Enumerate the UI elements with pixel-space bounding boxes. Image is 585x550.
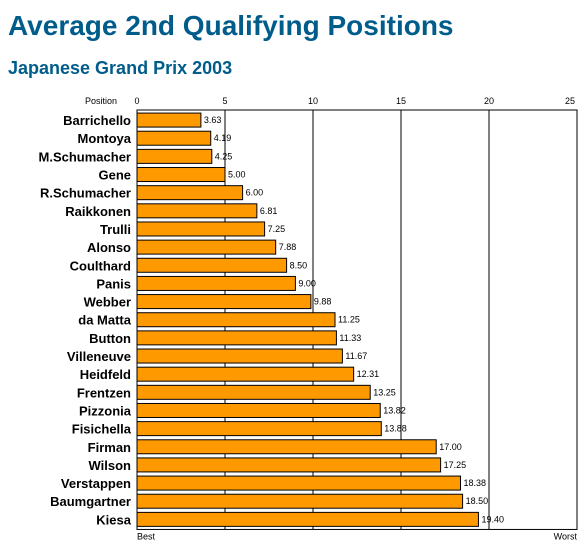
bar-value-label: 11.67 xyxy=(345,351,367,361)
bar xyxy=(136,421,382,437)
bar-value-label: 13.88 xyxy=(384,424,407,434)
axis-label: Position xyxy=(85,96,117,106)
category-label: M.Schumacher xyxy=(39,149,131,164)
bar xyxy=(136,493,464,509)
category-label: Coulthard xyxy=(70,258,131,273)
bar xyxy=(136,112,202,128)
category-label: da Matta xyxy=(78,313,132,328)
bar-value-label: 12.31 xyxy=(357,369,380,379)
bar xyxy=(136,439,437,455)
bar xyxy=(136,148,213,164)
bar xyxy=(136,167,226,183)
bar-value-label: 17.00 xyxy=(439,442,462,452)
category-label: Frentzen xyxy=(77,385,131,400)
bar-value-label: 6.81 xyxy=(260,206,278,216)
bar xyxy=(136,275,296,291)
max-label: Worst xyxy=(554,531,578,541)
bar xyxy=(136,239,277,255)
chart-subtitle: Japanese Grand Prix 2003 xyxy=(8,58,233,78)
bar-value-label: 19.40 xyxy=(481,514,504,524)
bar xyxy=(136,257,288,273)
bar xyxy=(136,312,336,328)
category-label: Alonso xyxy=(87,240,131,255)
bar-value-label: 11.25 xyxy=(338,315,360,325)
bar xyxy=(136,475,461,491)
bar xyxy=(136,221,266,237)
bar xyxy=(136,384,371,400)
category-label: Fisichella xyxy=(72,422,132,437)
bar-value-label: 4.25 xyxy=(215,151,233,161)
x-tick-label: 20 xyxy=(484,96,494,106)
category-label: Wilson xyxy=(89,458,132,473)
bars-group: 3.63 4.19 4.25 5.006.00 6.81 7.25 7.88 8.50 9.00… xyxy=(136,112,504,527)
chart-title: Average 2nd Qualifying Positions xyxy=(8,10,454,41)
category-label: Trulli xyxy=(100,222,131,237)
category-label: Raikkonen xyxy=(65,204,131,219)
bar xyxy=(136,366,355,382)
bar-value-label: 6.00 xyxy=(246,188,264,198)
bar xyxy=(136,185,244,201)
x-tick-label: 10 xyxy=(308,96,318,106)
category-label: Gene xyxy=(98,168,131,183)
min-label: Best xyxy=(137,531,156,541)
x-tick-label: 0 xyxy=(134,96,139,106)
category-label: Heidfeld xyxy=(80,367,131,382)
bar-value-label: 17.25 xyxy=(444,460,467,470)
x-tick-label: 25 xyxy=(565,96,575,106)
bar xyxy=(136,402,381,418)
category-label: Kiesa xyxy=(96,512,131,527)
bar-value-label: 8.50 xyxy=(290,260,308,270)
x-tick-label: 15 xyxy=(396,96,406,106)
bar xyxy=(136,130,212,146)
category-label: Firman xyxy=(88,440,131,455)
bar-value-label: 5.00 xyxy=(228,170,246,180)
bar-value-label: 9.88 xyxy=(314,297,332,307)
bar xyxy=(136,348,343,364)
category-label: Panis xyxy=(96,276,131,291)
category-label: Button xyxy=(89,331,131,346)
bar-value-label: 13.25 xyxy=(373,387,396,397)
bar xyxy=(136,203,258,219)
bar-value-label: 11.33 xyxy=(339,333,361,343)
x-tick-label: 5 xyxy=(222,96,227,106)
bar-value-label: 18.38 xyxy=(463,478,486,488)
bar-value-label: 3.63 xyxy=(204,115,222,125)
category-label: Verstappen xyxy=(61,476,131,491)
category-label: Webber xyxy=(84,295,131,310)
bar-value-label: 7.88 xyxy=(279,242,297,252)
category-label: R.Schumacher xyxy=(40,186,131,201)
category-label: Barrichello xyxy=(63,113,131,128)
bar xyxy=(136,457,442,473)
category-labels: Barrichello Montoya M.Schumacher Gene R.Schu… xyxy=(39,113,132,527)
tick-labels: 0 5 10 15 20 25 xyxy=(134,96,575,106)
bar xyxy=(136,511,479,527)
category-label: Pizzonia xyxy=(79,403,132,418)
category-label: Villeneuve xyxy=(67,349,131,364)
bar-value-label: 18.50 xyxy=(466,496,489,506)
bar-value-label: 9.00 xyxy=(298,278,316,288)
category-label: Baumgartner xyxy=(50,494,131,509)
bar xyxy=(136,330,337,346)
bar-value-label: 7.25 xyxy=(268,224,286,234)
bar-value-label: 13.82 xyxy=(383,405,406,415)
bar-value-label: 4.19 xyxy=(214,133,232,143)
bar xyxy=(136,294,312,310)
category-label: Montoya xyxy=(78,131,132,146)
